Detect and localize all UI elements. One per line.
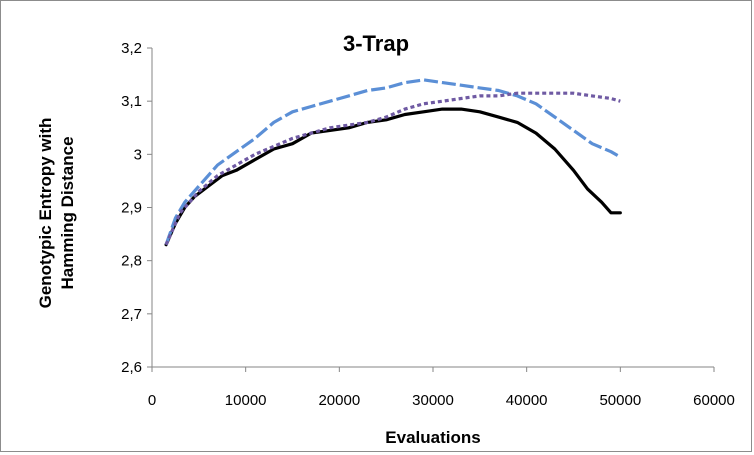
y-tick-label: 3,1	[121, 93, 142, 110]
x-tick-label: 0	[148, 392, 156, 409]
x-tick-label: 30000	[412, 392, 454, 409]
y-axis-title-line-1: Genotypic Entropy with	[36, 118, 55, 309]
y-tick-label: 2,8	[121, 253, 142, 270]
series-layer	[164, 78, 622, 247]
series-line-2	[164, 78, 622, 246]
y-axis-title: Genotypic Entropy with Hamming Distance	[36, 118, 77, 309]
y-tick-label: 3	[134, 146, 142, 163]
y-axis-title-line-2: Hamming Distance	[58, 136, 77, 289]
chart-title: 3-Trap	[343, 31, 409, 56]
x-tick-label: 60000	[693, 392, 735, 409]
y-tick-label: 2,7	[121, 306, 142, 323]
x-tick-label: 10000	[225, 392, 267, 409]
y-tick-label: 2,6	[121, 359, 142, 376]
y-tick-label: 2,9	[121, 200, 142, 217]
x-tick-label: 50000	[599, 392, 641, 409]
x-tick-label: 20000	[318, 392, 360, 409]
x-ticks: 0 10000 20000 30000 40000 50000 60000	[148, 367, 735, 409]
x-tick-label: 40000	[506, 392, 548, 409]
y-tick-label: 3,2	[121, 40, 142, 57]
series-line-1	[164, 107, 622, 247]
x-axis-title: Evaluations	[385, 428, 480, 447]
plot-axes	[151, 48, 714, 368]
series-line-3	[164, 91, 621, 246]
y-ticks: 2,6 2,7 2,8 2,9 3 3,1 3,2	[121, 40, 152, 376]
